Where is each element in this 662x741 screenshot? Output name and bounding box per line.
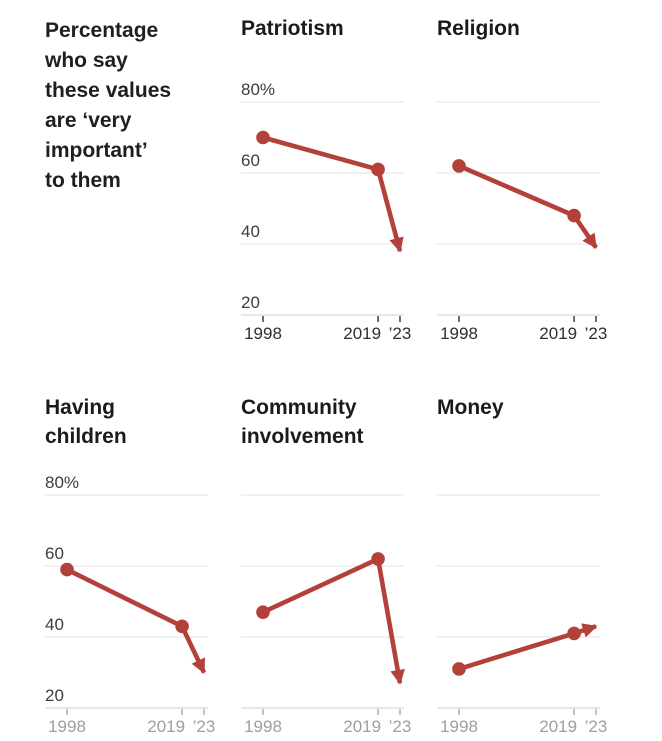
y-axis-label: 80% [241,80,275,99]
data-point [60,562,74,577]
x-axis-label: ’23 [585,717,608,736]
trend-arrow [375,168,404,253]
data-point [256,130,270,145]
y-axis-label: 40 [45,615,64,634]
x-axis-label: 1998 [440,324,478,343]
trend-line [65,567,184,629]
x-axis-label: ’23 [193,717,216,736]
chart-canvas-money: 1998 2019 ’23 [437,494,608,736]
chart-patriotism: Patriotism 80% 60 40 20 1998 2019 ’23 [241,14,417,343]
chart-community-involvement: Community involvement 1998 2019 ’23 [241,393,417,736]
chart-canvas-having-children: 80% 60 40 20 1998 2019 ’23 [45,473,216,736]
x-axis-label: 1998 [244,717,282,736]
chart-canvas-patriotism: 80% 60 40 20 1998 2019 ’23 [241,80,412,343]
trend-arrow [375,558,405,685]
chart-description: Percentage who say these values are ‘ver… [45,19,172,192]
chart-title-religion: Religion [437,17,520,40]
data-point [452,662,466,676]
chart-religion: Religion 1998 2019 ’23 [437,14,613,343]
chart-having-children: Having children 80% 60 40 20 1998 2019 ’23 [45,393,221,736]
data-point [567,208,581,223]
x-axis-label: ’23 [389,324,412,343]
chart-title-patriotism: Patriotism [241,17,344,40]
chart-title-having-children: Having children [45,396,127,448]
y-axis-label: 20 [45,686,64,705]
gridlines [437,494,600,638]
y-axis-label: 60 [45,544,64,563]
trend-line [262,135,379,172]
x-axis-label: 1998 [48,717,86,736]
y-axis-label: 20 [241,293,260,312]
chart-title-money: Money [437,396,504,419]
gridlines [241,494,404,638]
x-axis-label: 1998 [244,324,282,343]
y-axis-label: 40 [241,222,260,241]
chart-money: Money 1998 2019 ’23 [437,393,613,736]
chart-canvas-religion: 1998 2019 ’23 [437,101,608,343]
x-axis-label: 2019 [343,324,381,343]
data-point [452,159,466,173]
trend-line [458,163,575,218]
chart-canvas-community-involvement: 1998 2019 ’23 [241,494,412,736]
gridlines [437,101,600,245]
data-point [567,626,581,641]
x-axis-label: ’23 [389,717,412,736]
data-point [175,619,189,634]
x-axis-label: ’23 [585,324,608,343]
trend-line [262,556,380,615]
x-axis-label: 1998 [440,717,478,736]
data-point [256,605,270,619]
x-axis-label: 2019 [539,324,577,343]
trend-line [458,631,575,672]
chart-title-community-involvement: Community involvement [241,396,364,448]
data-point [371,162,385,177]
trend-arrow [180,625,207,674]
y-axis-label: 80% [45,473,79,492]
y-axis-label: 60 [241,151,260,170]
x-axis-label: 2019 [343,717,381,736]
x-axis-label: 2019 [147,717,185,736]
x-axis-label: 2019 [539,717,577,736]
data-point [371,552,385,566]
